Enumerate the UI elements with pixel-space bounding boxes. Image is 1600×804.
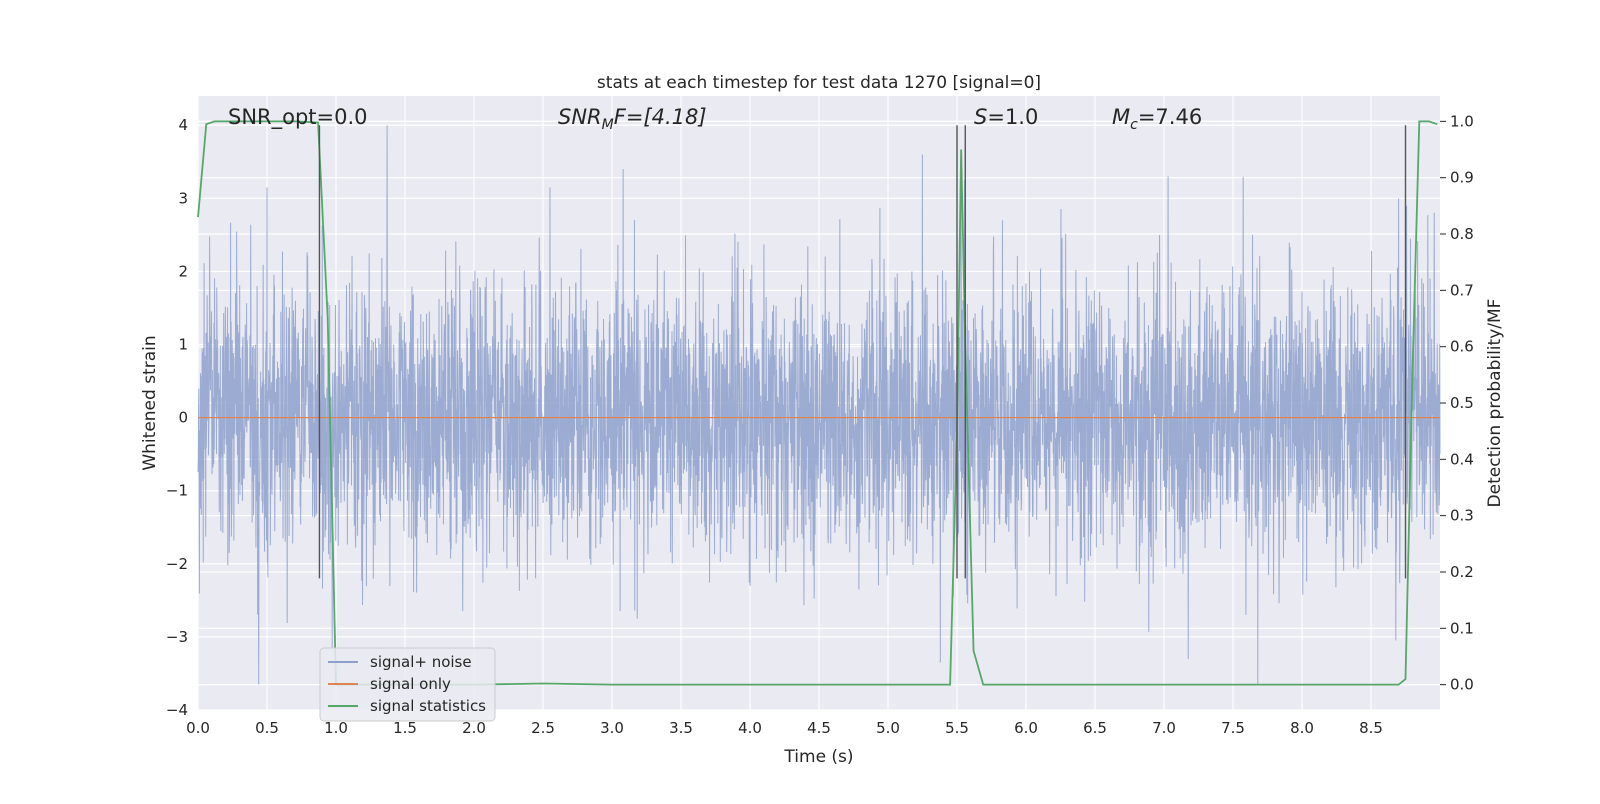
- legend-label-signal-noise: signal+ noise: [370, 653, 472, 671]
- x-tick-label-15: 7.5: [1221, 719, 1245, 737]
- x-tick-label-10: 5.0: [876, 719, 900, 737]
- y2-tick-label-5: 0.5: [1450, 394, 1474, 412]
- y-tick-label-6: 2: [178, 262, 188, 280]
- x-tick-label-2: 1.0: [324, 719, 348, 737]
- y2-tick-label-7: 0.7: [1450, 281, 1474, 299]
- y2-tick-label-4: 0.4: [1450, 450, 1474, 468]
- y-axis-label: Whitened strain: [140, 335, 160, 470]
- y-tick-label-3: −1: [166, 482, 188, 500]
- y2-tick-label-6: 0.6: [1450, 338, 1474, 356]
- x-tick-label-9: 4.5: [807, 719, 831, 737]
- chart-title: stats at each timestep for test data 127…: [597, 73, 1041, 93]
- y2-tick-label-9: 0.9: [1450, 169, 1474, 187]
- x-axis-label: Time (s): [783, 747, 853, 767]
- x-tick-label-8: 4.0: [738, 719, 762, 737]
- annotation-snr-mf: SNRMF=[4.18]: [558, 105, 707, 133]
- x-tick-label-4: 2.0: [462, 719, 486, 737]
- x-tick-label-11: 5.5: [945, 719, 969, 737]
- y2-tick-label-3: 0.3: [1450, 507, 1474, 525]
- x-tick-label-14: 7.0: [1152, 719, 1176, 737]
- x-tick-label-1: 0.5: [255, 719, 279, 737]
- legend-label-signal-statistics: signal statistics: [370, 697, 486, 715]
- x-tick-label-16: 8.0: [1290, 719, 1314, 737]
- vertical-markers: [318, 125, 1407, 579]
- x-tick-label-0: 0.0: [186, 719, 210, 737]
- legend: signal+ noise signal only signal statist…: [319, 647, 496, 722]
- x-tick-label-6: 3.0: [600, 719, 624, 737]
- signal-noise-line: [197, 125, 1441, 685]
- y-tick-label-5: 1: [178, 336, 188, 354]
- annotation-s: S=1.0: [974, 105, 1038, 129]
- annotation-snr-opt: SNR_opt=0.0: [228, 105, 368, 130]
- y2-tick-label-2: 0.2: [1450, 563, 1474, 581]
- x-tick-label-12: 6.0: [1014, 719, 1038, 737]
- x-tick-labels: 0.0 0.5 1.0 1.5 2.0 2.5 3.0 3.5 4.0 4.5 5.0 5.5 6.0 6…: [186, 719, 1383, 737]
- y-tick-label-4: 0: [178, 409, 188, 427]
- y-tick-label-2: −2: [166, 555, 188, 573]
- y2-tick-label-10: 1.0: [1450, 112, 1474, 130]
- series-signal-noise: [197, 125, 1441, 685]
- x-tick-label-7: 3.5: [669, 719, 693, 737]
- x-tick-label-3: 1.5: [393, 719, 417, 737]
- y-tick-label-0: −4: [166, 701, 188, 719]
- y2-tick-label-0: 0.0: [1450, 676, 1474, 694]
- y2-axis-label: Detection probability/MF: [1485, 299, 1505, 508]
- legend-box: [319, 647, 496, 722]
- series-signal-statistics: [197, 120, 1438, 686]
- legend-label-signal-only: signal only: [370, 675, 451, 693]
- signal-statistics-line: [197, 120, 1438, 686]
- y2-tick-label-1: 0.1: [1450, 619, 1474, 637]
- x-tick-label-17: 8.5: [1359, 719, 1383, 737]
- y-tick-label-1: −3: [166, 628, 188, 646]
- annotation-mc: Mc=7.46: [1112, 105, 1202, 133]
- y-tick-labels: −4 −3 −2 −1 0 1 2 3 4: [166, 116, 188, 719]
- y2-tick-label-8: 0.8: [1450, 225, 1474, 243]
- y-tick-label-8: 4: [178, 116, 188, 134]
- x-tick-label-5: 2.5: [531, 719, 555, 737]
- x-tick-label-13: 6.5: [1083, 719, 1107, 737]
- y-tick-label-7: 3: [178, 189, 188, 207]
- y2-tick-labels: 0.0 0.1 0.2 0.3 0.4 0.5 0.6 0.7 0.8 0.9 1.0: [1440, 112, 1474, 694]
